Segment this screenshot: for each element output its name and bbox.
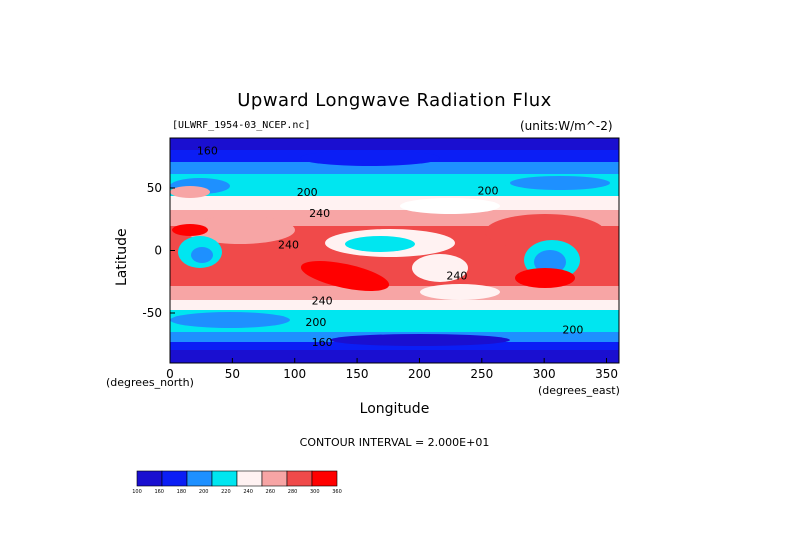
band-north-cool [170,174,619,196]
band-north-temperate [170,196,619,210]
y-axis-unit-label: (degrees_north) [106,376,194,389]
y-tick-label: 0 [154,244,162,258]
contour-label: 240 [278,238,299,251]
contour-label: 200 [478,185,499,198]
x-tick-label: 250 [470,367,493,381]
x-tick-label: 300 [533,367,556,381]
colorbar-level-label: 160 [154,489,164,495]
colorbar-level-label: 260 [266,489,276,495]
contour-label: 200 [297,186,318,199]
contour-label: 200 [305,316,326,329]
x-tick-label: 100 [283,367,306,381]
patch-north-blue-1 [300,150,440,166]
x-axis-label: Longitude [359,401,430,417]
y-tick-label: -50 [142,306,162,320]
colorbar-box [286,470,313,487]
band-south-warm [170,286,619,300]
contour-label: 200 [562,323,583,336]
chart-units: (units:W/m^-2) [520,119,613,133]
colorbar-box [186,470,213,487]
chart-source-file: [ULWRF_1954-03_NCEP.nc] [172,120,311,131]
band-south-cool [170,310,619,332]
heatmap-bands [170,138,619,363]
band-north-mid [170,162,619,174]
contour-label: 240 [312,295,333,308]
contour-interval: CONTOUR INTERVAL = 2.000E+01 [299,436,490,449]
patch-africa-blue [191,247,213,263]
colorbar-box [161,470,188,487]
x-tick-label: 0 [166,367,174,381]
patch-south-white-1 [420,284,500,300]
colorbar-box [211,470,238,487]
colorbar-box [236,470,263,487]
y-ticks: 50 0 -50 [142,181,175,320]
y-tick-label: 50 [147,181,162,195]
contour-label: 240 [446,270,467,283]
patch-white-1 [400,198,500,214]
contour-label: 160 [312,336,333,349]
patch-south-hot-1 [300,260,390,292]
band-south-cold [170,342,619,350]
patch-south-hot-2 [515,268,575,288]
colorbar-box [311,470,338,487]
colorbar-labels: 100 160 180 200 220 240 260 280 300 360 [132,489,342,495]
x-tick-label: 50 [225,367,240,381]
patch-equator-cyan-1 [345,236,415,252]
contour-labels: 160 200 200 240 240 240 240 200 200 160 [197,145,583,349]
patch-tropic-red-2 [485,214,605,250]
patch-america-blue [534,250,566,274]
band-south-polar [170,350,619,363]
colorbar-box [261,470,288,487]
x-tick-label: 150 [346,367,369,381]
colorbar-box [136,470,163,487]
colorbar-level-label: 200 [199,489,209,495]
contour-label: 160 [197,145,218,158]
patch-north-pink-1 [170,186,210,198]
contour-label: 240 [309,207,330,220]
x-tick-label: 350 [595,367,618,381]
colorbar-level-label: 280 [288,489,298,495]
patch-pacific-light [412,254,468,282]
colorbar-level-label: 360 [332,489,342,495]
x-tick-label: 200 [408,367,431,381]
patch-tropic-red-1 [185,216,295,244]
patch-south-hot-3 [172,224,208,236]
colorbar-level-label: 220 [221,489,231,495]
x-axis-unit-label: (degrees_east) [538,384,620,397]
colorbar-level-label: 180 [177,489,187,495]
colorbar-level-label: 300 [310,489,320,495]
colorbar-level-label: 100 [132,489,142,495]
band-south-temperate [170,300,619,310]
patch-south-cyan-1 [170,312,290,328]
colorbar-boxes [136,470,338,487]
x-ticks: 0 50 100 150 200 250 300 350 [166,358,618,381]
patch-north-cyan-2 [510,176,610,190]
chart-title: Upward Longwave Radiation Flux [237,90,552,111]
colorbar-level-label: 240 [243,489,253,495]
patch-south-blue-1 [330,334,510,346]
